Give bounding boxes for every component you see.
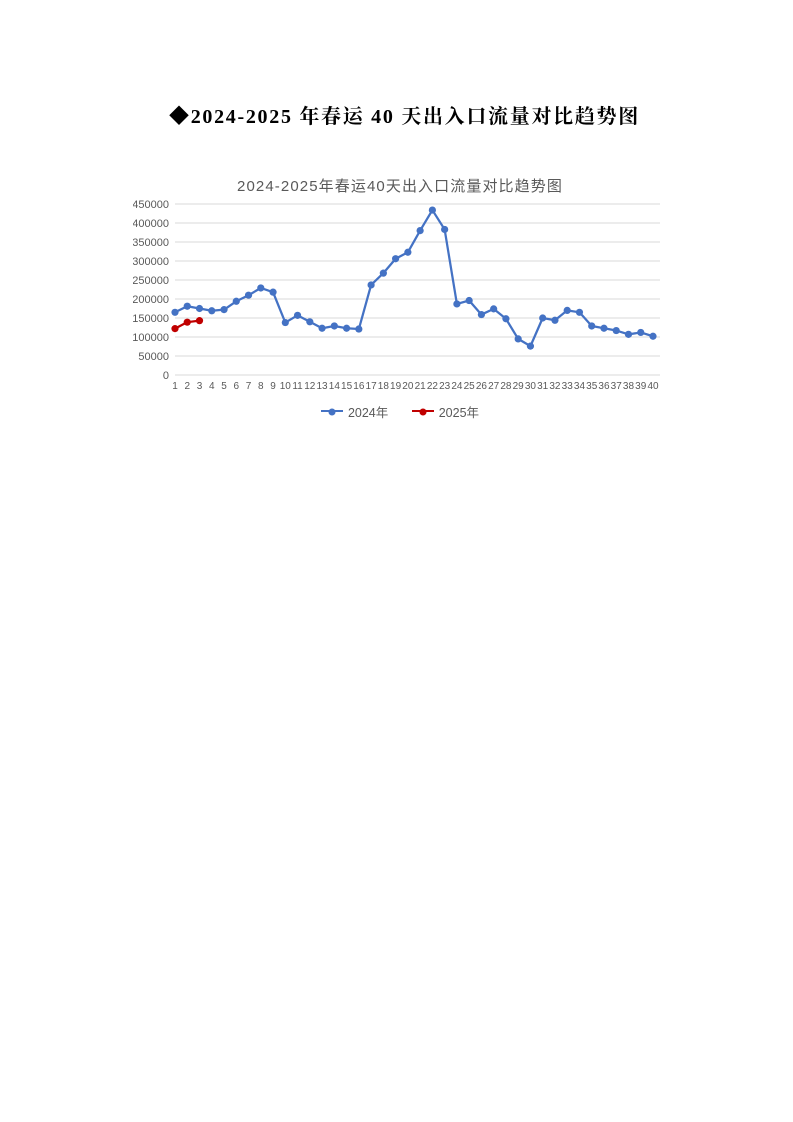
- svg-text:5: 5: [221, 381, 227, 392]
- svg-text:10: 10: [280, 381, 292, 392]
- svg-text:4: 4: [209, 381, 215, 392]
- svg-text:9: 9: [270, 381, 276, 392]
- svg-text:14: 14: [329, 381, 341, 392]
- svg-text:37: 37: [611, 381, 623, 392]
- svg-text:18: 18: [378, 381, 390, 392]
- svg-text:6: 6: [234, 381, 240, 392]
- svg-text:16: 16: [353, 381, 365, 392]
- svg-text:15: 15: [341, 381, 353, 392]
- svg-text:36: 36: [598, 381, 610, 392]
- svg-text:1: 1: [172, 381, 178, 392]
- svg-text:26: 26: [476, 381, 488, 392]
- svg-text:23: 23: [439, 381, 451, 392]
- svg-text:39: 39: [635, 381, 647, 392]
- svg-text:200000: 200000: [133, 294, 169, 306]
- svg-text:27: 27: [488, 381, 500, 392]
- svg-text:50000: 50000: [138, 351, 169, 363]
- svg-text:24: 24: [451, 381, 463, 392]
- svg-text:8: 8: [258, 381, 264, 392]
- svg-text:7: 7: [246, 381, 252, 392]
- svg-text:32: 32: [549, 381, 561, 392]
- svg-text:21: 21: [415, 381, 427, 392]
- svg-text:20: 20: [402, 381, 414, 392]
- svg-text:31: 31: [537, 381, 549, 392]
- svg-text:19: 19: [390, 381, 402, 392]
- svg-text:12: 12: [304, 381, 316, 392]
- svg-text:30: 30: [525, 381, 537, 392]
- svg-text:25: 25: [464, 381, 476, 392]
- svg-text:100000: 100000: [133, 332, 169, 344]
- svg-text:40: 40: [647, 381, 659, 392]
- svg-text:300000: 300000: [133, 256, 169, 268]
- svg-text:250000: 250000: [133, 275, 169, 287]
- svg-text:35: 35: [586, 381, 598, 392]
- svg-text:38: 38: [623, 381, 635, 392]
- svg-text:150000: 150000: [133, 313, 169, 325]
- svg-text:2: 2: [184, 381, 190, 392]
- svg-text:22: 22: [427, 381, 439, 392]
- svg-text:34: 34: [574, 381, 586, 392]
- svg-text:450000: 450000: [133, 199, 169, 211]
- svg-text:28: 28: [500, 381, 512, 392]
- svg-text:350000: 350000: [133, 237, 169, 249]
- svg-text:17: 17: [366, 381, 378, 392]
- svg-text:29: 29: [513, 381, 525, 392]
- svg-text:400000: 400000: [133, 218, 169, 230]
- svg-text:3: 3: [197, 381, 203, 392]
- svg-text:33: 33: [562, 381, 574, 392]
- svg-text:0: 0: [163, 370, 169, 382]
- svg-text:13: 13: [317, 381, 329, 392]
- svg-text:11: 11: [292, 381, 303, 392]
